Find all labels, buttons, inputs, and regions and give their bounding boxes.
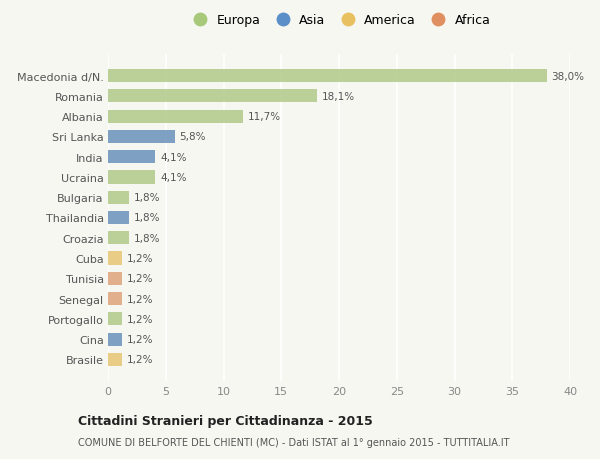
- Bar: [108, 212, 129, 224]
- Bar: [108, 292, 122, 306]
- Text: 1,2%: 1,2%: [127, 274, 153, 284]
- Bar: [108, 110, 243, 123]
- Text: 1,2%: 1,2%: [127, 294, 153, 304]
- Text: 4,1%: 4,1%: [160, 152, 187, 162]
- Text: 1,8%: 1,8%: [133, 233, 160, 243]
- Text: Cittadini Stranieri per Cittadinanza - 2015: Cittadini Stranieri per Cittadinanza - 2…: [78, 414, 373, 428]
- Bar: [108, 90, 317, 103]
- Text: 1,2%: 1,2%: [127, 314, 153, 324]
- Text: 1,2%: 1,2%: [127, 334, 153, 344]
- Bar: [108, 191, 129, 204]
- Text: 1,2%: 1,2%: [127, 253, 153, 263]
- Text: 11,7%: 11,7%: [248, 112, 281, 122]
- Bar: [108, 130, 175, 144]
- Bar: [108, 171, 155, 184]
- Text: 38,0%: 38,0%: [551, 72, 584, 81]
- Text: COMUNE DI BELFORTE DEL CHIENTI (MC) - Dati ISTAT al 1° gennaio 2015 - TUTTITALIA: COMUNE DI BELFORTE DEL CHIENTI (MC) - Da…: [78, 437, 509, 447]
- Text: 18,1%: 18,1%: [322, 92, 355, 102]
- Bar: [108, 252, 122, 265]
- Bar: [108, 333, 122, 346]
- Bar: [108, 70, 547, 83]
- Bar: [108, 313, 122, 326]
- Bar: [108, 151, 155, 164]
- Text: 1,8%: 1,8%: [133, 193, 160, 203]
- Legend: Europa, Asia, America, Africa: Europa, Asia, America, Africa: [182, 9, 496, 32]
- Text: 5,8%: 5,8%: [179, 132, 206, 142]
- Text: 4,1%: 4,1%: [160, 173, 187, 183]
- Text: 1,8%: 1,8%: [133, 213, 160, 223]
- Bar: [108, 272, 122, 285]
- Bar: [108, 232, 129, 245]
- Text: 1,2%: 1,2%: [127, 355, 153, 364]
- Bar: [108, 353, 122, 366]
